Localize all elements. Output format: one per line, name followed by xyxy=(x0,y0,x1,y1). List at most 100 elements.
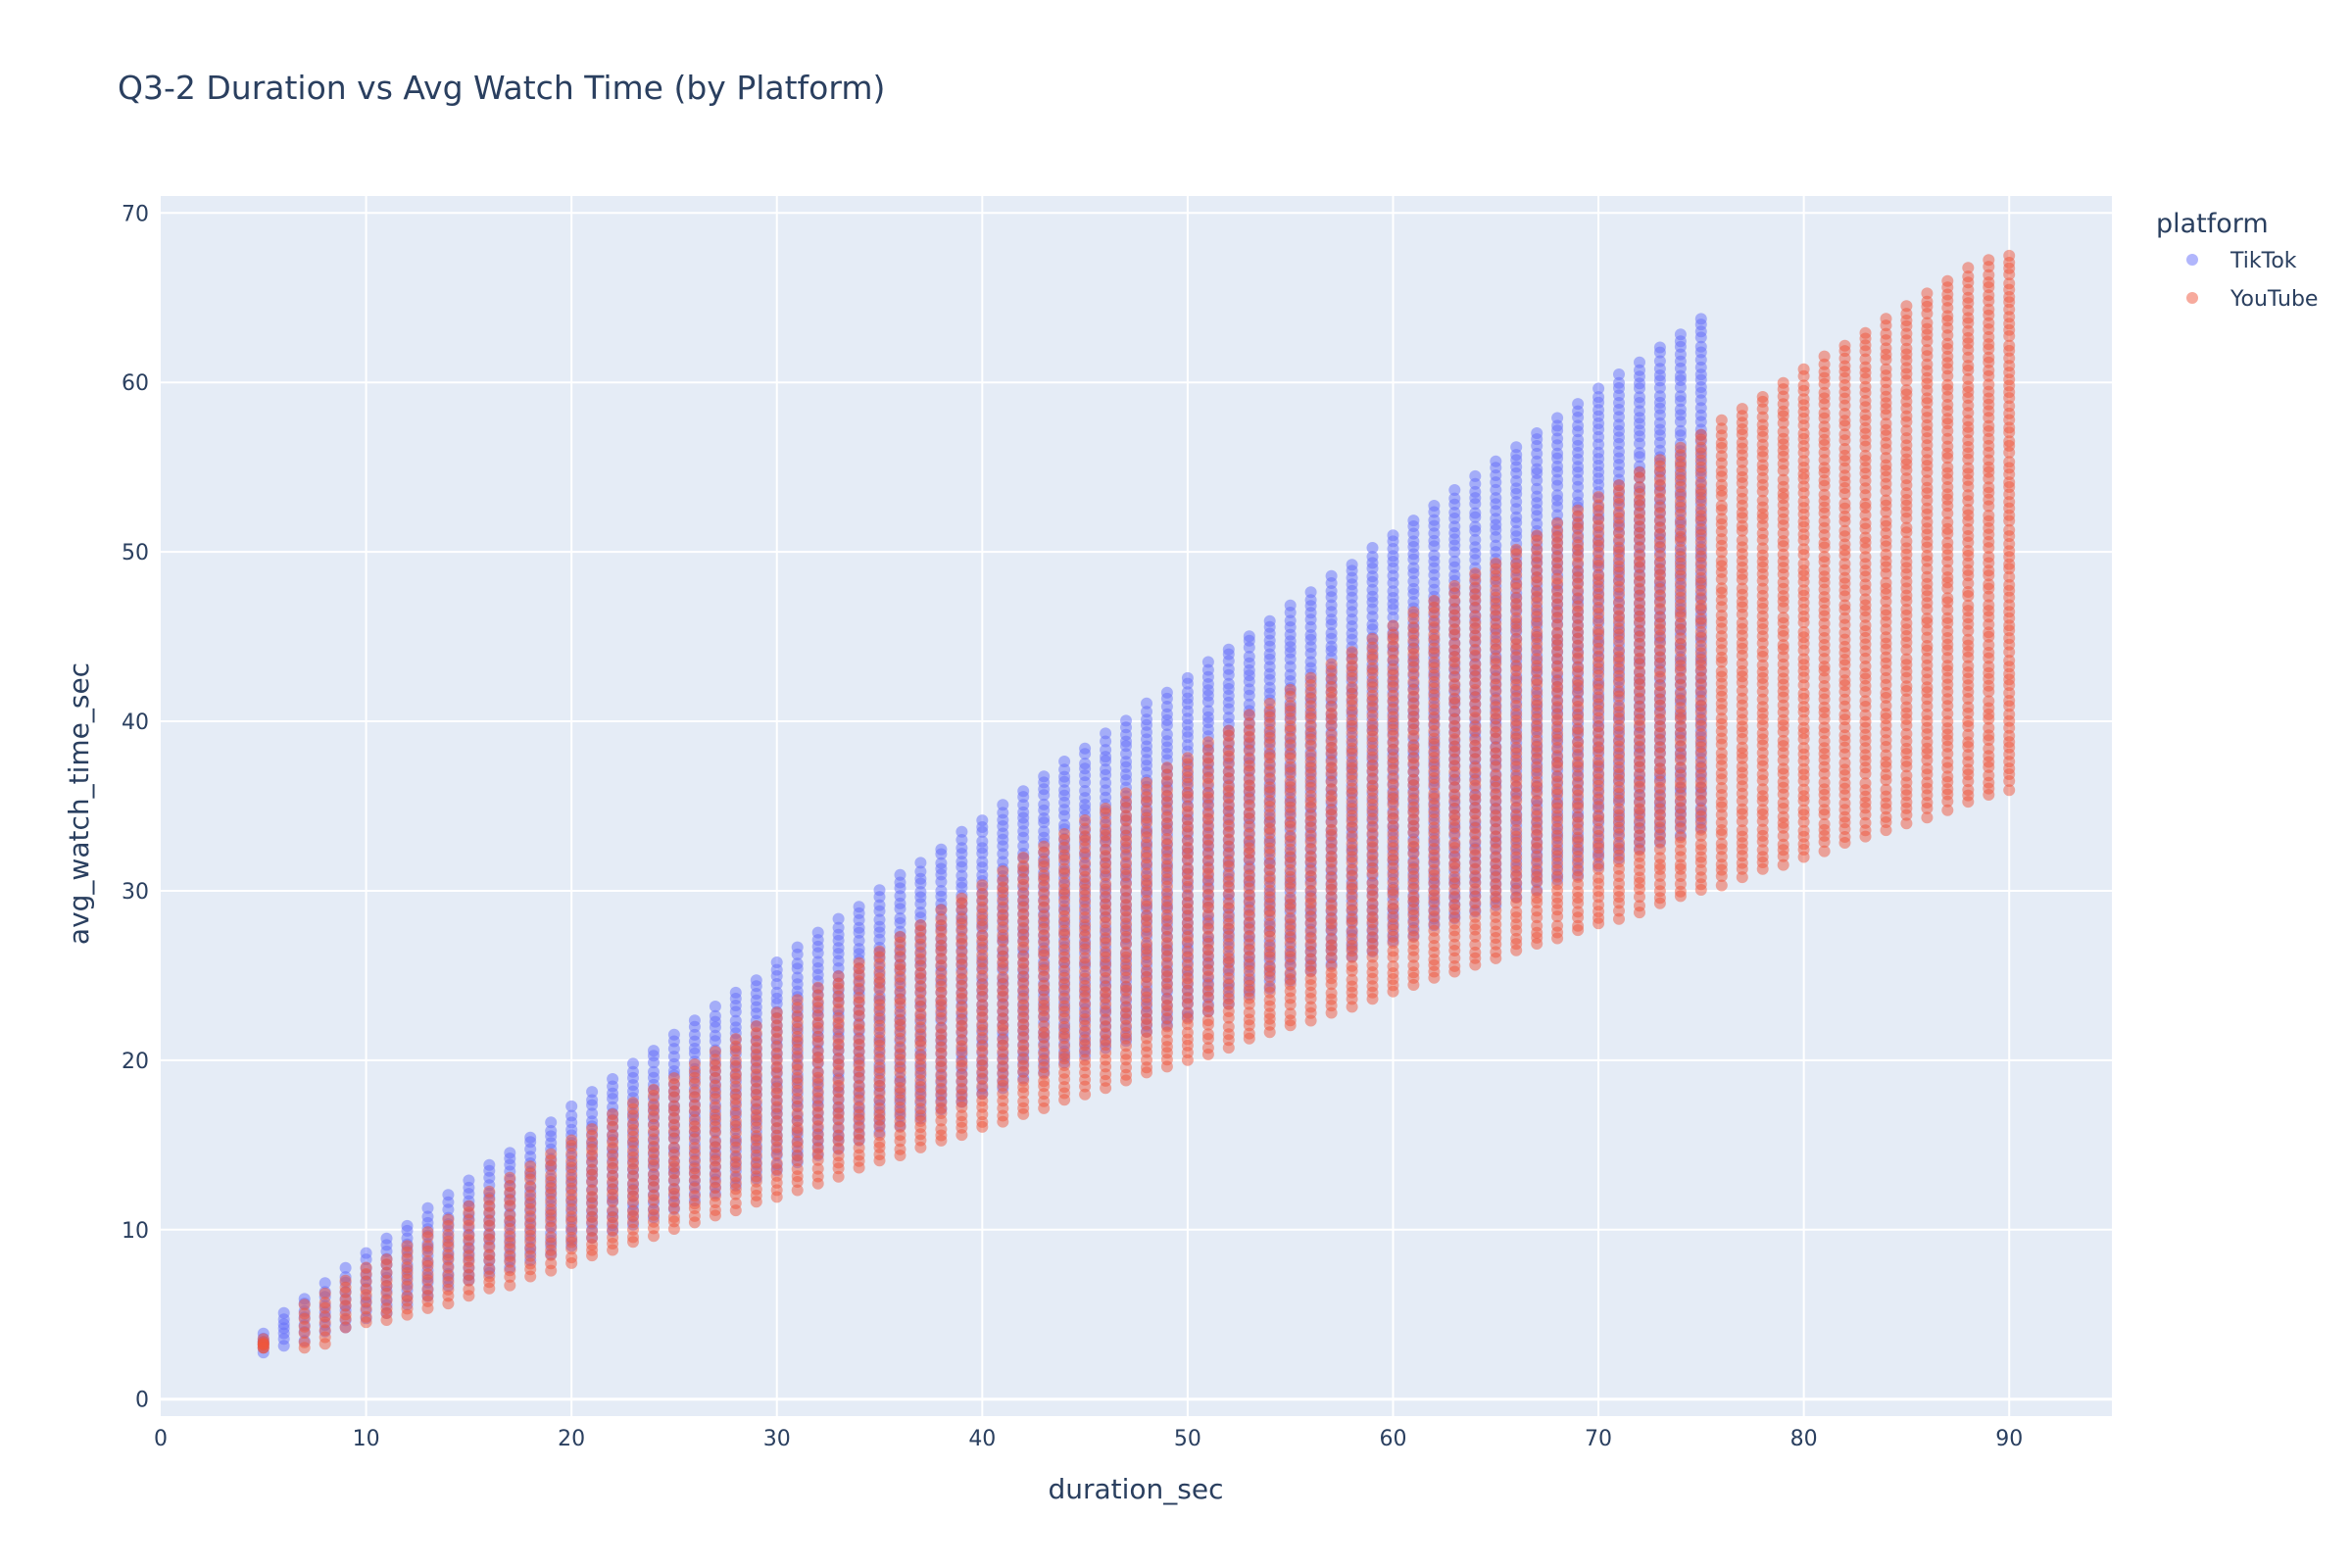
scatter-point xyxy=(627,1057,639,1070)
scatter-point xyxy=(709,1035,721,1048)
scatter-point xyxy=(709,1209,721,1222)
x-tick-label: 80 xyxy=(1790,1427,1818,1451)
scatter-point xyxy=(1160,719,1173,731)
scatter-point xyxy=(504,1279,516,1292)
scatter-point xyxy=(956,860,968,873)
y-tick-label: 10 xyxy=(122,1219,149,1244)
scatter-point xyxy=(1325,618,1338,631)
scatter-point xyxy=(1284,607,1297,618)
scatter-point xyxy=(914,898,927,910)
scatter-point xyxy=(894,916,906,929)
scatter-point xyxy=(709,1001,721,1012)
scatter-point xyxy=(935,1134,948,1147)
scatter-point xyxy=(421,1201,434,1214)
scatter-point xyxy=(873,933,886,946)
scatter-point xyxy=(1387,985,1399,998)
x-tick-label: 30 xyxy=(763,1427,791,1451)
scatter-point xyxy=(1325,591,1338,604)
scatter-point xyxy=(853,1161,865,1174)
scatter-point xyxy=(1079,748,1092,760)
scatter-point xyxy=(1366,623,1379,636)
scatter-point xyxy=(1469,498,1482,511)
scatter-point xyxy=(1490,531,1502,543)
scatter-point xyxy=(545,1264,558,1277)
scatter-point xyxy=(360,1316,372,1329)
scatter-point xyxy=(1017,791,1030,804)
scatter-point xyxy=(1079,776,1092,789)
scatter-point xyxy=(401,1308,414,1321)
y-tick-label: 0 xyxy=(135,1389,149,1413)
scatter-point xyxy=(1366,542,1379,554)
scatter-point xyxy=(914,877,927,890)
scatter-point xyxy=(442,1298,455,1310)
scatter-point xyxy=(1572,425,1585,438)
scatter-point xyxy=(770,1191,783,1203)
scatter-point xyxy=(607,1244,619,1256)
scatter-point xyxy=(483,1282,496,1295)
scatter-point xyxy=(1448,546,1461,559)
scatter-point xyxy=(935,875,948,888)
scatter-point xyxy=(832,912,845,925)
scatter-point xyxy=(729,1204,742,1217)
scatter-point xyxy=(545,1116,558,1129)
scatter-point xyxy=(1058,775,1071,788)
scatter-point xyxy=(1531,474,1544,487)
scatter-point xyxy=(1017,831,1030,844)
scatter-point xyxy=(648,1230,660,1243)
scatter-point xyxy=(1366,575,1379,588)
scatter-point xyxy=(1141,1066,1152,1079)
scatter-point xyxy=(791,948,804,960)
scatter-point xyxy=(1201,696,1214,709)
scatter-point xyxy=(1387,611,1399,623)
scatter-point xyxy=(1243,689,1255,702)
scatter-point xyxy=(1201,1048,1214,1060)
scatter-point xyxy=(1100,1082,1112,1095)
scatter-point xyxy=(894,1150,906,1161)
scatter-point xyxy=(1407,553,1420,565)
scatter-point xyxy=(914,857,927,869)
scatter-point xyxy=(1222,668,1235,681)
scatter-point xyxy=(524,1270,537,1283)
scatter-point xyxy=(257,1342,270,1354)
scatter-point xyxy=(1058,756,1071,767)
scatter-point xyxy=(1469,524,1482,537)
scatter-point xyxy=(1038,816,1051,829)
scatter-point xyxy=(1551,479,1564,492)
scatter-point xyxy=(607,1093,619,1105)
scatter-point xyxy=(1181,677,1194,690)
scatter-point xyxy=(339,1321,352,1334)
scatter-point xyxy=(586,1250,599,1262)
scatter-point xyxy=(873,891,886,904)
scatter-point xyxy=(1181,1054,1194,1066)
scatter-point xyxy=(688,1020,701,1033)
scatter-point xyxy=(360,1253,372,1266)
scatter-point xyxy=(935,848,948,860)
scatter-point xyxy=(956,834,968,846)
scatter-point xyxy=(709,1021,721,1034)
scatter-point xyxy=(463,1290,475,1302)
scatter-point xyxy=(832,1170,845,1183)
scatter-point xyxy=(1160,1060,1173,1073)
scatter-point xyxy=(586,1099,599,1111)
scatter-point xyxy=(1346,1001,1358,1013)
scatter-point xyxy=(1038,789,1051,802)
scatter-point xyxy=(811,1177,824,1190)
scatter-point xyxy=(1469,958,1482,971)
scatter-point xyxy=(956,825,968,838)
scatter-point xyxy=(976,825,989,838)
scatter-point xyxy=(421,1301,434,1314)
scatter-point xyxy=(976,847,989,859)
scatter-point xyxy=(1551,501,1564,513)
scatter-point xyxy=(277,1340,290,1352)
x-tick-label: 60 xyxy=(1379,1427,1406,1451)
scatter-point xyxy=(1510,516,1523,529)
scatter-point xyxy=(1428,540,1441,553)
scatter-point xyxy=(1017,1107,1030,1120)
y-tick-label: 30 xyxy=(122,880,149,905)
scatter-point xyxy=(565,1100,578,1112)
scatter-point xyxy=(565,1256,578,1269)
scatter-point xyxy=(1243,641,1255,654)
scatter-point xyxy=(1284,1019,1297,1032)
